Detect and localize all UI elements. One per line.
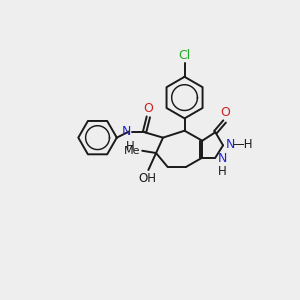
Text: —H: —H <box>232 138 253 151</box>
Text: N: N <box>121 125 131 138</box>
Text: H: H <box>218 165 226 178</box>
Text: N: N <box>218 152 227 165</box>
Text: N: N <box>225 138 235 151</box>
Text: O: O <box>143 101 153 115</box>
Text: Me: Me <box>124 146 141 156</box>
Text: Cl: Cl <box>178 49 191 62</box>
Text: H: H <box>125 140 134 153</box>
Text: O: O <box>220 106 230 119</box>
Text: OH: OH <box>139 172 157 184</box>
